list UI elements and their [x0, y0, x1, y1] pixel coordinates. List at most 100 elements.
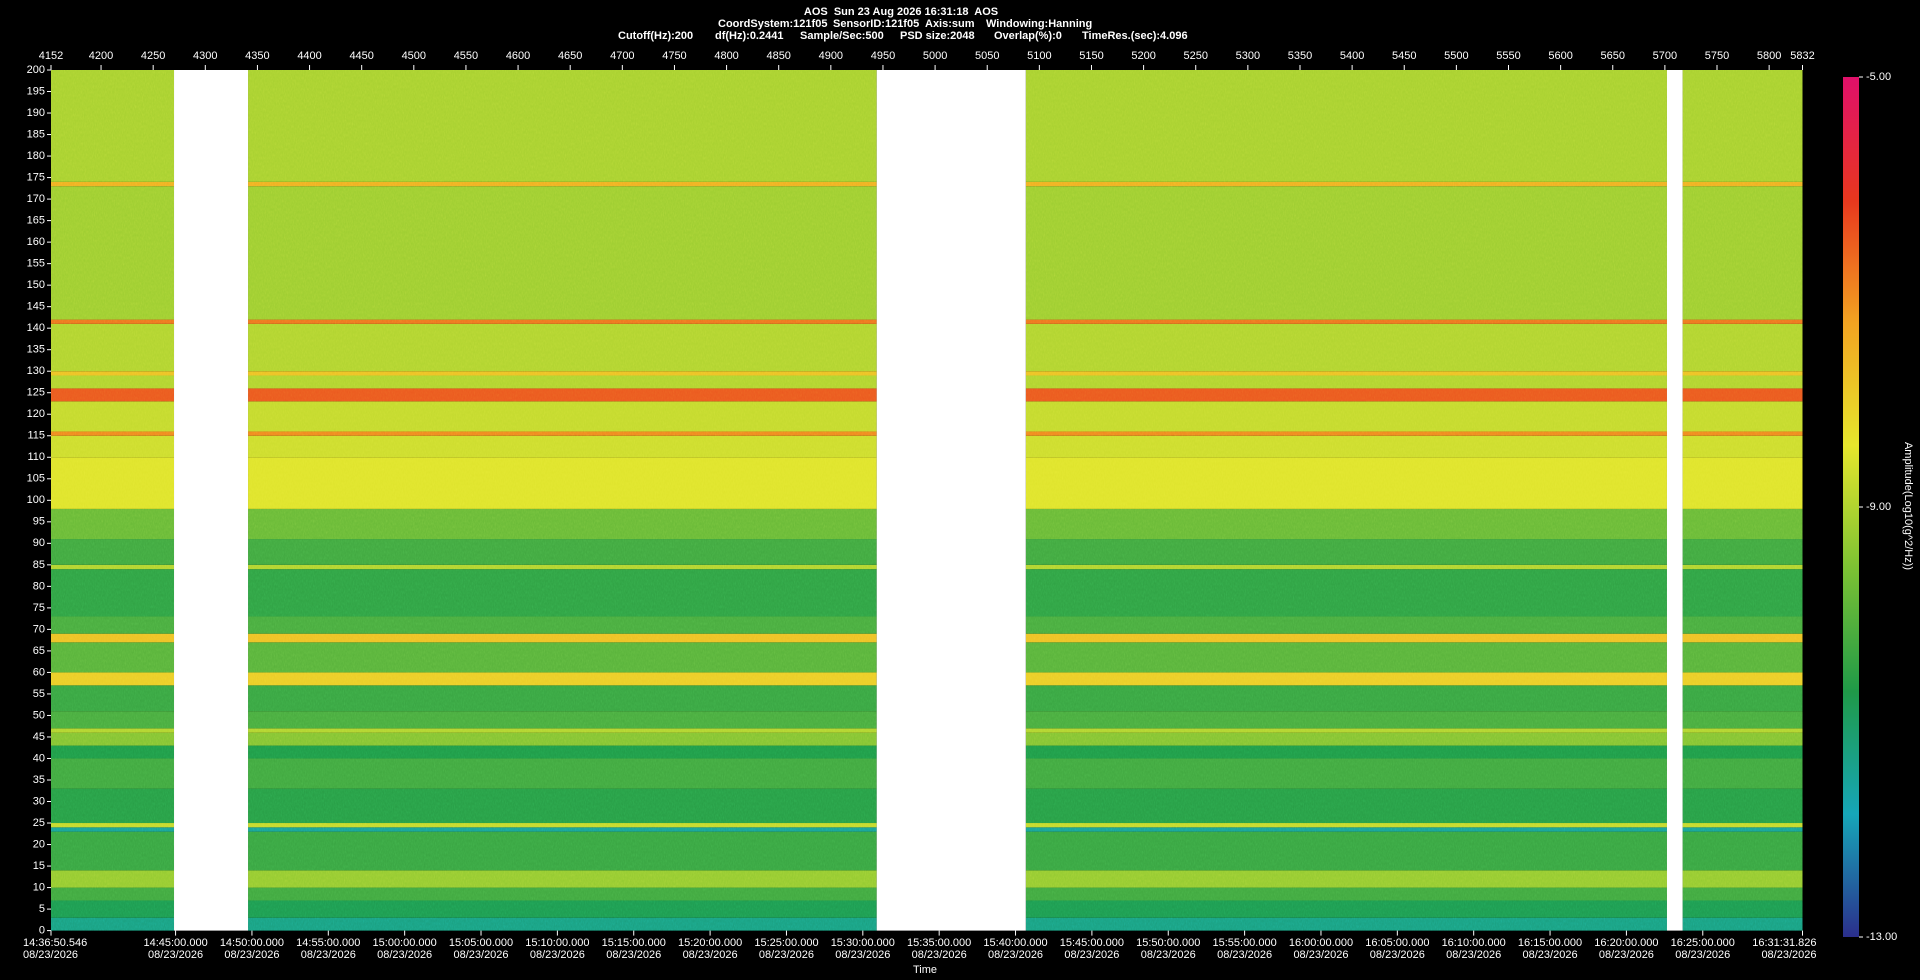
y-tick-label: 80	[33, 580, 45, 592]
time-tick-label: 16:15:00.000	[1518, 937, 1582, 949]
date-tick-label: 08/23/2026	[1293, 949, 1348, 961]
y-tick-label: 85	[33, 559, 45, 571]
date-tick-label: 08/23/2026	[377, 949, 432, 961]
date-tick-label: 08/23/2026	[759, 949, 814, 961]
date-tick-label: 08/23/2026	[912, 949, 967, 961]
y-tick-label: 175	[27, 171, 45, 183]
y-tick-label: 155	[27, 258, 45, 270]
x-tick-label: 4900	[819, 50, 843, 62]
y-tick-label: 25	[33, 817, 45, 829]
time-tick-label: 15:55:00.000	[1212, 937, 1276, 949]
time-tick-label: 15:00:00.000	[373, 937, 437, 949]
y-tick-label: 35	[33, 774, 45, 786]
x-tick-label: 5200	[1131, 50, 1155, 62]
time-tick-label: 16:10:00.000	[1442, 937, 1506, 949]
x-tick-label: 4152	[39, 50, 63, 62]
title: AOS Sun 23 Aug 2026 16:31:18 AOS	[804, 6, 998, 18]
y-tick-label: 115	[27, 430, 45, 442]
x-tick-label: 4200	[89, 50, 113, 62]
x-tick-label: 5600	[1548, 50, 1572, 62]
date-tick-label: 08/23/2026	[453, 949, 508, 961]
y-tick-label: 100	[27, 494, 45, 506]
info: Windowing:Hanning	[986, 18, 1092, 30]
y-tick-label: 10	[33, 881, 45, 893]
y-tick-label: 70	[33, 623, 45, 635]
colorbar-tick-label: -13.00	[1866, 931, 1897, 943]
y-tick-label: 50	[33, 709, 45, 721]
data-gap	[174, 70, 249, 931]
y-tick-label: 130	[27, 365, 45, 377]
time-tick-label: 15:50:00.000	[1136, 937, 1200, 949]
time-tick-label: 16:20:00.000	[1594, 937, 1658, 949]
x-tick-label: 5800	[1757, 50, 1781, 62]
x-tick-label: 4600	[506, 50, 530, 62]
y-tick-label: 160	[27, 236, 45, 248]
date-tick-label: 08/23/2026	[1599, 949, 1654, 961]
date-tick-label: 08/23/2026	[1370, 949, 1425, 961]
y-tick-label: 200	[27, 64, 45, 76]
x-tick-label: 5100	[1027, 50, 1051, 62]
y-tick-label: 195	[27, 85, 45, 97]
time-tick-label: 16:05:00.000	[1365, 937, 1429, 949]
time-tick-label: 14:36:50.546	[23, 937, 87, 949]
time-tick-label: 16:00:00.000	[1289, 937, 1353, 949]
colorbar-tick-label: -5.00	[1866, 71, 1891, 83]
date-tick-label: 08/23/2026	[988, 949, 1043, 961]
time-tick-label: 14:50:00.000	[220, 937, 284, 949]
y-tick-label: 165	[27, 215, 45, 227]
x-tick-label: 5450	[1392, 50, 1416, 62]
time-tick-label: 15:30:00.000	[831, 937, 895, 949]
date-tick-label: 08/23/2026	[606, 949, 661, 961]
y-tick-label: 55	[33, 688, 45, 700]
y-tick-label: 75	[33, 602, 45, 614]
x-tick-label: 5300	[1236, 50, 1260, 62]
y-tick-label: 65	[33, 645, 45, 657]
x-tick-label: 5700	[1653, 50, 1677, 62]
x-tick-label: 4950	[871, 50, 895, 62]
time-tick-label: 15:35:00.000	[907, 937, 971, 949]
date-tick-label: 08/23/2026	[1064, 949, 1119, 961]
x-tick-label: 5000	[923, 50, 947, 62]
y-tick-label: 125	[27, 387, 45, 399]
time-tick-label: 15:15:00.000	[602, 937, 666, 949]
y-tick-label: 30	[33, 795, 45, 807]
y-tick-label: 45	[33, 731, 45, 743]
x-tick-label: 5350	[1288, 50, 1312, 62]
y-tick-label: 20	[33, 838, 45, 850]
x-tick-label: 5400	[1340, 50, 1364, 62]
date-tick-label: 08/23/2026	[530, 949, 585, 961]
date-tick-label: 08/23/2026	[835, 949, 890, 961]
y-tick-label: 105	[27, 473, 45, 485]
x-tick-label: 4450	[349, 50, 373, 62]
x-tick-label: 4500	[402, 50, 426, 62]
date-tick-label: 08/23/2026	[1523, 949, 1578, 961]
time-tick-label: 15:10:00.000	[525, 937, 589, 949]
x-tick-label: 4850	[766, 50, 790, 62]
date-tick-label: 08/23/2026	[148, 949, 203, 961]
time-tick-label: 15:45:00.000	[1060, 937, 1124, 949]
x-tick-label: 5150	[1079, 50, 1103, 62]
time-tick-label: 16:25:00.000	[1671, 937, 1735, 949]
time-tick-label: 15:05:00.000	[449, 937, 513, 949]
x-tick-label: 5250	[1183, 50, 1207, 62]
info: SensorID:121f05	[833, 18, 919, 30]
x-tick-label: 4550	[454, 50, 478, 62]
y-tick-label: 170	[27, 193, 45, 205]
time-tick-label: 15:25:00.000	[754, 937, 818, 949]
y-tick-label: 145	[27, 301, 45, 313]
x-tick-label: 5750	[1705, 50, 1729, 62]
time-tick-label: 14:55:00.000	[296, 937, 360, 949]
x-tick-label: 5650	[1601, 50, 1625, 62]
noise-texture	[248, 70, 877, 931]
colorbar-label: Amplitude(Log10(g^2/Hz))	[1902, 442, 1914, 570]
x-tick-label: 5050	[975, 50, 999, 62]
info: df(Hz):0.2441	[715, 30, 783, 42]
info: Sample/Sec:500	[800, 30, 884, 42]
y-tick-label: 135	[27, 344, 45, 356]
date-tick-label: 08/23/2026	[1446, 949, 1501, 961]
date-tick-label: 08/23/2026	[224, 949, 279, 961]
date-tick-label: 08/23/2026	[1761, 949, 1816, 961]
y-tick-label: 5	[39, 903, 45, 915]
y-tick-label: 60	[33, 666, 45, 678]
info: TimeRes.(sec):4.096	[1082, 30, 1188, 42]
